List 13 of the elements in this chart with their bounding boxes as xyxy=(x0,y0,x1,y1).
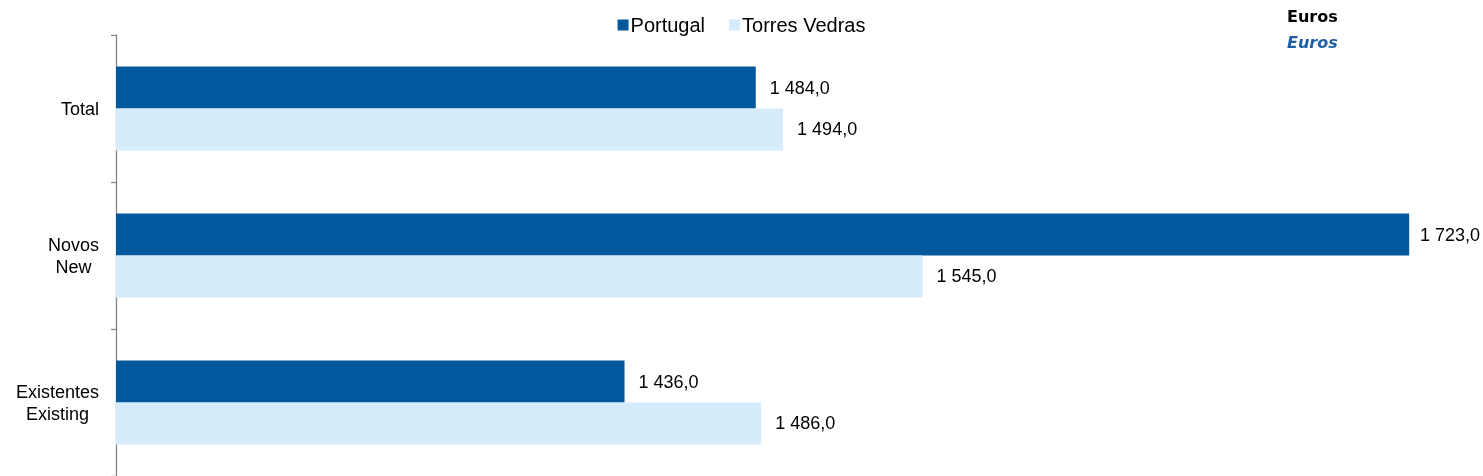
annotation: Euros xyxy=(1287,6,1338,26)
data-label: 1 545,0 xyxy=(936,266,997,287)
legend-label: Portugal xyxy=(630,14,706,36)
legend-label: Torres Vedras xyxy=(742,14,866,36)
data-label: 1 436,0 xyxy=(638,371,699,392)
y-tick-label: Existentes Existing xyxy=(15,381,99,424)
data-label: 1 494,0 xyxy=(797,119,858,140)
data-label: 1 723,0 xyxy=(1419,224,1481,245)
data-label: 1 486,0 xyxy=(775,413,836,434)
annotation: Euros xyxy=(1287,32,1338,52)
data-label: 1 484,0 xyxy=(769,77,830,98)
y-tick-label: Total xyxy=(60,98,99,119)
y-tick-label: Novos New xyxy=(47,234,100,277)
